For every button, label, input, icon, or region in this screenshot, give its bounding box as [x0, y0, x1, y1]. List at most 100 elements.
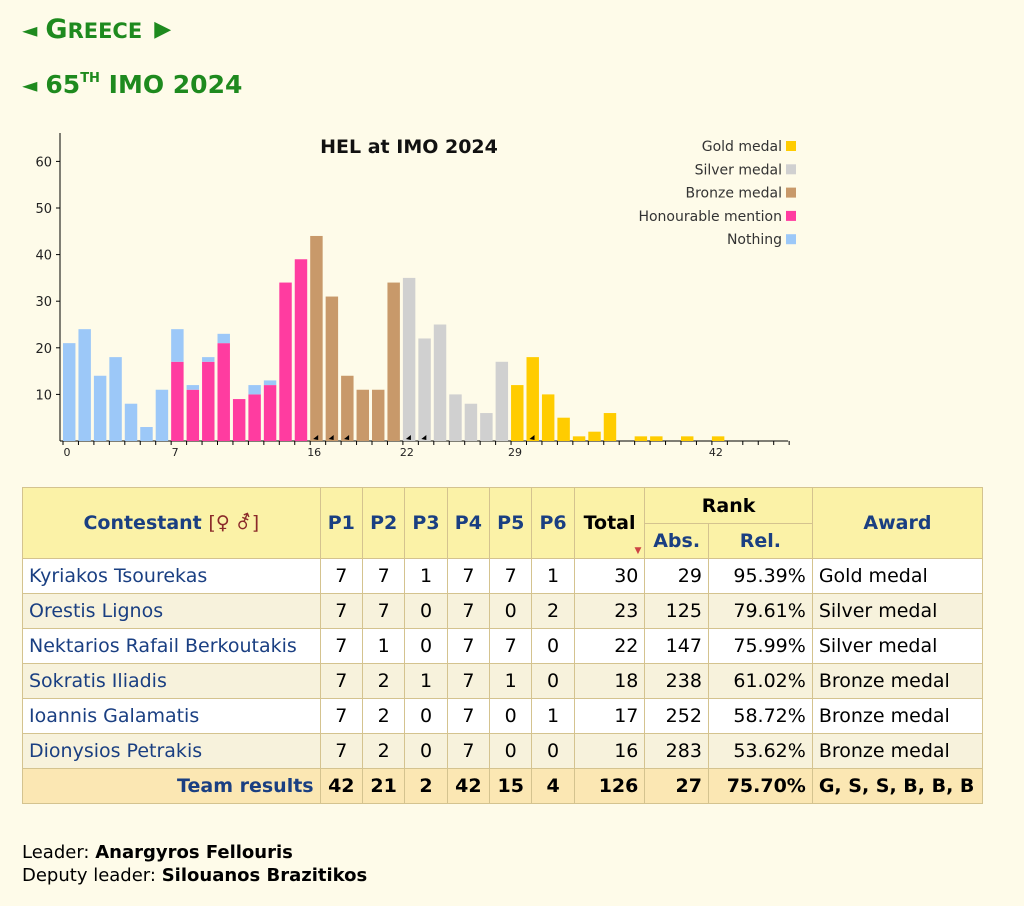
p2-score-cell: 2 — [361, 663, 406, 699]
award-column-header[interactable]: Award — [811, 487, 984, 559]
legend-label: Nothing — [727, 232, 782, 248]
x-tick-label: 7 — [172, 446, 179, 459]
p4-score-cell: 7 — [446, 593, 491, 629]
p5-score-cell: 1 — [489, 663, 533, 699]
team-results-row: Team results 42 21 2 42 15 4 126 27 75.70% G, S, S… — [22, 768, 984, 804]
bar-nothing — [186, 385, 200, 390]
p2-score-cell: 7 — [361, 558, 406, 594]
p3-score-cell: 0 — [404, 733, 448, 769]
legend-label: Honourable mention — [638, 209, 782, 225]
bar-hm — [217, 343, 230, 441]
total-cell: 23 — [573, 593, 646, 629]
p1-score-cell: 7 — [319, 663, 363, 699]
prev-olympiad-arrow-icon[interactable]: ◄ — [22, 72, 38, 97]
team-p1-cell: 42 — [319, 768, 363, 804]
leader-label: Leader: — [22, 842, 90, 863]
results-body: Kyriakos Tsourekas 7 7 1 7 7 1 30 29 95.39% Gold m… — [22, 558, 984, 804]
x-tick-label: 29 — [508, 446, 522, 459]
contestant-name-link[interactable]: Dionysios Petrakis — [22, 733, 321, 769]
p2-column-header[interactable]: P2 — [361, 487, 406, 559]
table-row: Kyriakos Tsourekas 7 7 1 7 7 1 30 29 95.39% Gold m… — [22, 558, 984, 594]
contestant-name-link[interactable]: Kyriakos Tsourekas — [22, 558, 321, 594]
olympiad-heading: ◄ 65th IMO 2024 — [22, 70, 242, 99]
country-name[interactable]: Greece — [45, 14, 142, 45]
bar-silver — [464, 403, 478, 441]
table-row: Dionysios Petrakis 7 2 0 7 0 0 16 283 53.62% Bronz… — [22, 733, 984, 769]
contestant-column-header[interactable]: Contestant [♀ ⚦] — [22, 487, 321, 559]
bar-silver — [418, 338, 431, 441]
deputy-leader-name: Silouanos Brazitikos — [161, 865, 368, 886]
olympiad-name[interactable]: 65th IMO 2024 — [45, 70, 242, 99]
bar-hm — [294, 259, 308, 441]
p2-score-cell: 2 — [361, 698, 406, 734]
bar-nothing — [202, 357, 215, 362]
p6-score-cell: 0 — [531, 733, 575, 769]
p6-score-cell: 0 — [531, 663, 575, 699]
total-cell: 18 — [573, 663, 646, 699]
country-name-initial: G — [45, 14, 68, 45]
bar-nothing — [171, 329, 184, 362]
bar-gold — [541, 394, 555, 441]
bar-nothing — [124, 403, 138, 441]
bar-bronze — [372, 389, 385, 441]
team-member-marker-icon — [344, 435, 350, 440]
p1-score-cell: 7 — [319, 593, 363, 629]
rank-abs-header[interactable]: Abs. — [644, 523, 709, 559]
bar-nothing — [140, 427, 153, 441]
bar-gold — [557, 417, 570, 441]
p3-score-cell: 1 — [404, 663, 448, 699]
p4-score-cell: 7 — [446, 558, 491, 594]
rank-column-header: Rank — [644, 487, 813, 524]
contestant-name-link[interactable]: Ioannis Galamatis — [22, 698, 321, 734]
contestant-name-link[interactable]: Nektarios Rafail Berkoutakis — [22, 628, 321, 664]
bar-gold — [711, 436, 725, 441]
next-country-arrow-icon[interactable]: ▶ — [154, 17, 172, 42]
gender-icon: ♀ ⚦ — [215, 512, 252, 534]
y-tick-label: 10 — [35, 388, 52, 403]
bar-bronze — [341, 375, 354, 441]
p5-score-cell: 0 — [489, 593, 533, 629]
rank-rel-cell: 95.39% — [707, 558, 813, 594]
team-awards-cell: G, S, S, B, B, B — [811, 768, 984, 804]
bar-gold — [634, 436, 648, 441]
team-total-cell: 126 — [573, 768, 646, 804]
x-tick-label: 22 — [400, 446, 414, 459]
y-tick-label: 20 — [35, 342, 52, 357]
rank-abs-cell: 147 — [644, 628, 709, 664]
rank-abs-cell: 252 — [644, 698, 709, 734]
bar-silver — [449, 394, 462, 441]
bar-hm — [202, 361, 215, 441]
p1-score-cell: 7 — [319, 698, 363, 734]
team-p6-cell: 4 — [531, 768, 575, 804]
contestant-name-link[interactable]: Sokratis Iliadis — [22, 663, 321, 699]
p4-column-header[interactable]: P4 — [446, 487, 491, 559]
table-row: Ioannis Galamatis 7 2 0 7 0 1 17 252 58.72% Bronze… — [22, 698, 984, 734]
prev-country-arrow-icon[interactable]: ◄ — [22, 17, 38, 42]
p6-score-cell: 0 — [531, 628, 575, 664]
p5-score-cell: 0 — [489, 698, 533, 734]
team-member-marker-icon — [405, 435, 411, 440]
x-tick-label: 0 — [64, 446, 71, 459]
p6-score-cell: 2 — [531, 593, 575, 629]
p3-score-cell: 0 — [404, 593, 448, 629]
y-tick-label: 40 — [35, 249, 52, 264]
rank-rel-header[interactable]: Rel. — [707, 523, 813, 559]
team-p5-cell: 15 — [489, 768, 533, 804]
contestant-name-link[interactable]: Orestis Lignos — [22, 593, 321, 629]
rank-abs-cell: 283 — [644, 733, 709, 769]
legend-swatch — [786, 164, 796, 175]
p3-column-header[interactable]: P3 — [404, 487, 448, 559]
p1-column-header[interactable]: P1 — [319, 487, 363, 559]
total-header-label: Total — [583, 512, 636, 534]
p6-column-header[interactable]: P6 — [531, 487, 575, 559]
rank-abs-cell: 125 — [644, 593, 709, 629]
bar-gold — [650, 436, 663, 441]
gender-filter[interactable]: [♀ ⚦] — [208, 512, 259, 534]
legend-swatch — [786, 234, 796, 245]
legend-swatch — [786, 210, 796, 221]
total-column-header[interactable]: Total ▼ — [573, 487, 646, 559]
p1-score-cell: 7 — [319, 558, 363, 594]
bar-hm — [186, 389, 200, 441]
p5-column-header[interactable]: P5 — [489, 487, 533, 559]
total-cell: 16 — [573, 733, 646, 769]
